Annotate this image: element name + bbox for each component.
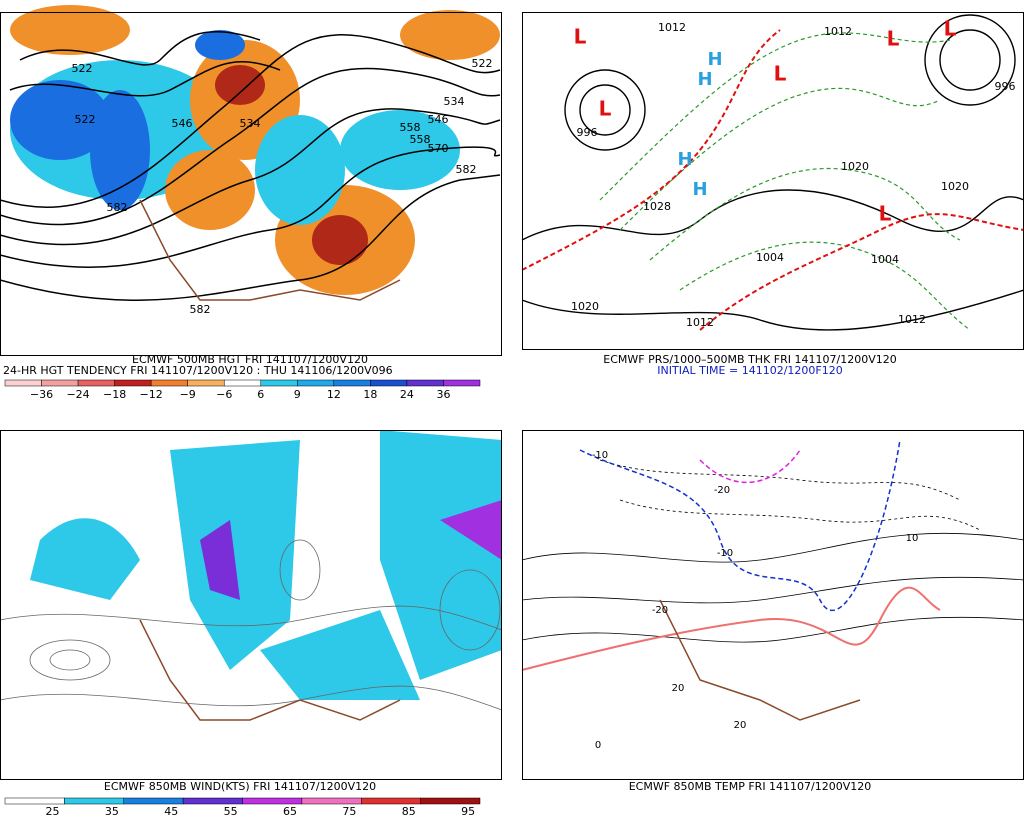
colorbar-swatch [420, 797, 481, 805]
contour-label: -10 [592, 450, 608, 461]
contour-label: 546 [428, 113, 449, 126]
colorbar-swatch [114, 379, 152, 387]
contour-label: 546 [172, 117, 193, 130]
contour-label: 1004 [871, 253, 899, 266]
colorbar-swatch [406, 379, 444, 387]
contour-label: 570 [428, 142, 449, 155]
colorbar-swatch [242, 797, 303, 805]
contour-label: -10 [717, 548, 733, 559]
map-500mb [0, 5, 502, 356]
title: ECMWF 850MB TEMP FRI 141107/1200V120 [629, 780, 872, 793]
contour-label: 582 [190, 303, 211, 316]
colorbar-label: −12 [140, 388, 163, 401]
colorbar-label: 55 [224, 805, 238, 818]
contour-label: 20 [672, 683, 685, 694]
contour-label: 558 [410, 133, 431, 146]
contour-label: L [887, 27, 900, 51]
title: ECMWF 850MB WIND(KTS) FRI 141107/1200V12… [104, 780, 376, 793]
contour-label: -20 [714, 485, 730, 496]
contour-label: 10 [906, 533, 919, 544]
contour-label: 522 [72, 62, 93, 75]
colorbar-label: 85 [402, 805, 416, 818]
contour-label: L [879, 202, 892, 226]
contour-label: H [707, 49, 722, 70]
colorbar-swatch [443, 379, 481, 387]
contour-label: 1004 [756, 251, 784, 264]
contour-label: 1020 [571, 300, 599, 313]
contour-label: 1012 [686, 316, 714, 329]
contour-label: 1028 [643, 200, 671, 213]
colorbar-label: 9 [294, 388, 301, 401]
title: ECMWF PRS/1000–500MB THK FRI 141107/1200… [603, 353, 896, 366]
map-pressure [521, 12, 1024, 350]
colorbar-label: 65 [283, 805, 297, 818]
colorbar-label: 6 [257, 388, 264, 401]
contour-label: 522 [75, 113, 96, 126]
colorbar-swatch [361, 797, 421, 805]
colorbar-label: 18 [363, 388, 377, 401]
colorbar-label: 24 [400, 388, 414, 401]
colorbar-label: 45 [164, 805, 178, 818]
contour-label: H [677, 149, 692, 170]
colorbar-label: 12 [327, 388, 341, 401]
contour-label: H [697, 69, 712, 90]
colorbar-swatch [182, 797, 243, 805]
contour-label: 20 [734, 720, 747, 731]
subtitle: 24-HR HGT TENDENCY FRI 141107/1200V120 :… [3, 364, 393, 377]
colorbar-swatch [4, 379, 42, 387]
colorbar-swatch [77, 379, 115, 387]
contour-label: 1012 [658, 21, 686, 34]
colorbar-label: 75 [342, 805, 356, 818]
colorbar-swatch [64, 797, 124, 805]
colorbar-swatch [223, 379, 262, 387]
contour-label: L [774, 62, 787, 86]
contour-label: -20 [652, 605, 668, 616]
colorbar-swatch [333, 379, 371, 387]
contour-label: 558 [400, 121, 421, 134]
colorbar-swatch [301, 797, 362, 805]
colorbar-label: 35 [105, 805, 119, 818]
contour-label: 1020 [941, 180, 969, 193]
contour-label: L [944, 17, 957, 41]
colorbar-swatch [297, 379, 335, 387]
colorbar-swatch [150, 379, 188, 387]
contour-label: 1020 [841, 160, 869, 173]
contour-label: 582 [107, 201, 128, 214]
colorbar-label: 36 [436, 388, 450, 401]
colorbar-swatch [123, 797, 184, 805]
colorbar-swatch [4, 797, 65, 805]
contour-label: 582 [456, 163, 477, 176]
colorbar-swatch [260, 379, 298, 387]
colorbar-label: −36 [30, 388, 53, 401]
colorbar-label: 25 [46, 805, 60, 818]
contour-label: 0 [595, 740, 601, 751]
contour-label: L [574, 25, 587, 49]
map-wind [0, 430, 503, 780]
contour-label: L [599, 97, 612, 121]
contour-label: 1012 [898, 313, 926, 326]
colorbar-swatch [41, 379, 79, 387]
contour-label: 534 [240, 117, 261, 130]
colorbar-label: 95 [461, 805, 475, 818]
colorbar-swatch [187, 379, 225, 387]
colorbar-label: −9 [180, 388, 196, 401]
contour-label: 1012 [824, 25, 852, 38]
colorbar-label: −18 [103, 388, 126, 401]
contour-label: 996 [577, 126, 598, 139]
contour-label: 996 [995, 80, 1016, 93]
subtitle: INITIAL TIME = 141102/1200F120 [657, 364, 842, 377]
contour-label: 534 [444, 95, 465, 108]
map-temp [521, 430, 1024, 780]
colorbar-label: −24 [66, 388, 89, 401]
title: ECMWF 500MB HGT FRI 141107/1200V120 [132, 353, 368, 366]
colorbar-swatch [370, 379, 408, 387]
colorbar-label: −6 [216, 388, 232, 401]
contour-label: 522 [472, 57, 493, 70]
contour-label: H [692, 179, 707, 200]
